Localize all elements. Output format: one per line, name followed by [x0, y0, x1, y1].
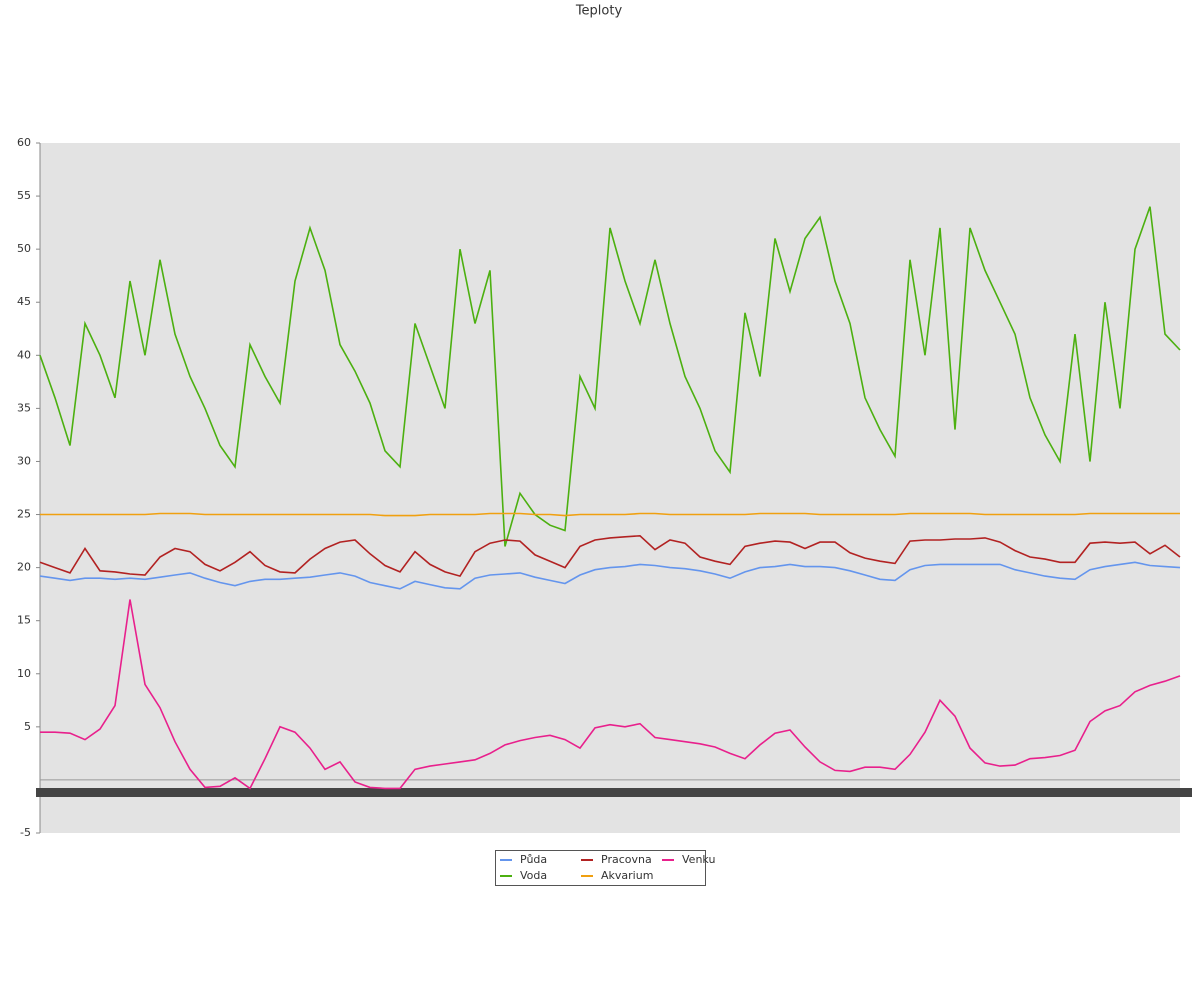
y-tick-label: -5 [20, 826, 31, 839]
y-tick-label: 45 [17, 295, 31, 308]
y-tick-label: 20 [17, 561, 31, 574]
line [39, 561, 1181, 590]
x-label-band [36, 788, 1192, 797]
legend-label: Pracovna [601, 853, 652, 866]
y-tick-label: 60 [17, 136, 31, 149]
y-tick-label: 50 [17, 242, 31, 255]
legend-label: Voda [520, 869, 547, 882]
line [40, 599, 1181, 790]
y-tick-label: 30 [17, 454, 31, 467]
legend-box [495, 850, 706, 886]
line [40, 512, 1180, 517]
y-tick-label: 5 [24, 720, 31, 733]
legend-label: Akvarium [601, 869, 653, 882]
y-tick-label: 10 [17, 667, 31, 680]
chart-title: Teploty [575, 4, 623, 19]
legend-label: Venku [682, 853, 715, 866]
y-tick-label: 15 [17, 614, 31, 627]
y-tick-label: 55 [17, 189, 31, 202]
line [39, 534, 1181, 578]
y-tick-label: 35 [17, 401, 31, 414]
y-tick-label: 40 [17, 348, 31, 361]
y-tick-label: 25 [17, 508, 31, 521]
plot-area [40, 143, 1180, 833]
line [39, 206, 1181, 547]
legend-label: Půda [520, 853, 547, 866]
